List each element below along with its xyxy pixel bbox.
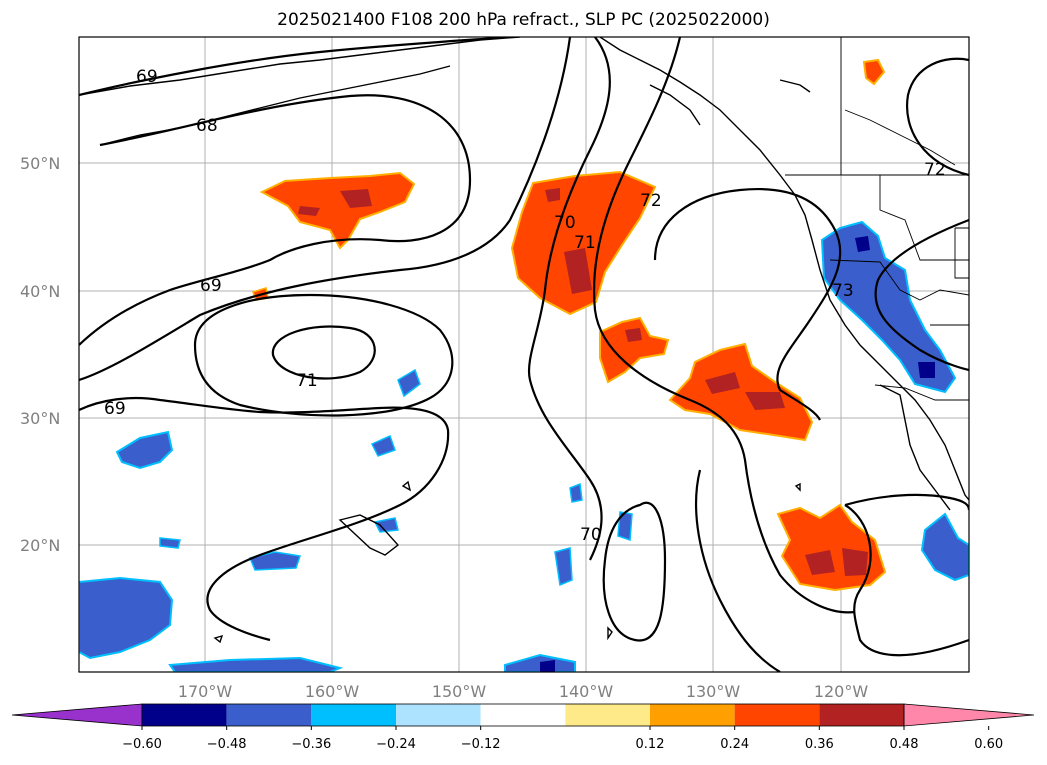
positive-anomaly-regions	[252, 58, 887, 592]
colorbar-label: 0.12	[636, 737, 665, 752]
lon-label-120w: 120°W	[814, 682, 869, 701]
contour-label-71-high: 71	[296, 371, 318, 391]
colorbar-label: 0.48	[890, 737, 919, 752]
lon-label-130w: 130°W	[686, 682, 741, 701]
colorbar-label: −0.48	[207, 737, 247, 752]
colorbar-label: −0.60	[122, 737, 162, 752]
colorbar-label: −0.36	[291, 737, 331, 752]
colorbar-label: −0.12	[461, 737, 501, 752]
longitude-labels: 170°W 160°W 150°W 140°W 130°W 120°W	[178, 682, 869, 701]
colorbar-segments	[11, 703, 1035, 727]
anomaly-blob-far-west	[79, 576, 174, 660]
contour-label-69-west: 69	[200, 276, 222, 296]
contour-label-69-sw: 69	[104, 399, 126, 419]
colorbar-segment	[311, 704, 396, 726]
lat-label-50n: 50°N	[20, 154, 60, 173]
map-title: 2025021400 F108 200 hPa refract., SLP PC…	[277, 10, 770, 30]
anomaly-blob-central-pacific	[599, 316, 670, 384]
colorbar-labels: −0.60 −0.48 −0.36 −0.24 −0.12 0.12 0.24 0.36 0.4…	[122, 726, 1003, 752]
colorbar-outline	[141, 703, 905, 727]
coastlines	[79, 37, 969, 556]
colorbar-segment	[142, 704, 227, 726]
lon-label-160w: 160°W	[305, 682, 360, 701]
anomaly-blob-gulf-of-alaska	[510, 170, 657, 316]
map-frame	[78, 36, 970, 673]
colorbar-segment	[819, 704, 904, 726]
lat-label-30n: 30°N	[20, 409, 60, 428]
colorbar-segment	[226, 704, 312, 726]
islands	[213, 480, 801, 644]
colorbar-label: 0.36	[805, 737, 834, 752]
lon-label-140w: 140°W	[559, 682, 614, 701]
contour-labels: 69 68 69 71 69 70 71 72 73 72 70	[104, 67, 946, 545]
lon-label-150w: 150°W	[432, 682, 487, 701]
political-borders	[785, 37, 969, 401]
colorbar-segment	[734, 704, 820, 726]
anomaly-blob-hawaii-west	[115, 430, 174, 470]
anomaly-blob-canada	[862, 58, 886, 86]
contour-label-69-nw: 69	[136, 67, 158, 87]
colorbar-segment	[396, 704, 481, 726]
contour-label-71-north: 71	[574, 233, 596, 253]
contour-label-68: 68	[196, 116, 218, 136]
contour-label-73: 73	[832, 281, 854, 301]
anomaly-blob-mexico	[920, 512, 969, 582]
lat-label-40n: 40°N	[20, 282, 60, 301]
slp-contours	[79, 37, 969, 672]
colorbar-extend-low	[11, 703, 143, 727]
contour-label-70-south: 70	[580, 525, 602, 545]
colorbar: −0.60 −0.48 −0.36 −0.24 −0.12 0.12 0.24 0.36 0.4…	[11, 703, 1035, 752]
anomaly-blob-off-california	[668, 342, 814, 442]
contour-label-72-east: 72	[924, 160, 946, 180]
colorbar-label: 0.60	[974, 737, 1003, 752]
contour-label-70-north: 70	[554, 213, 576, 233]
colorbar-extend-high	[903, 703, 1035, 727]
colorbar-segment	[650, 704, 735, 726]
colorbar-label: 0.24	[720, 737, 749, 752]
lon-label-170w: 170°W	[178, 682, 233, 701]
colorbar-label: −0.24	[376, 737, 416, 752]
lat-label-20n: 20°N	[20, 536, 60, 555]
colorbar-segment	[480, 704, 566, 726]
latitude-labels: 50°N 40°N 30°N 20°N	[20, 154, 60, 555]
colorbar-segment	[565, 704, 650, 726]
anomaly-blob-north-pacific	[259, 171, 416, 250]
contour-label-72-north: 72	[640, 191, 662, 211]
